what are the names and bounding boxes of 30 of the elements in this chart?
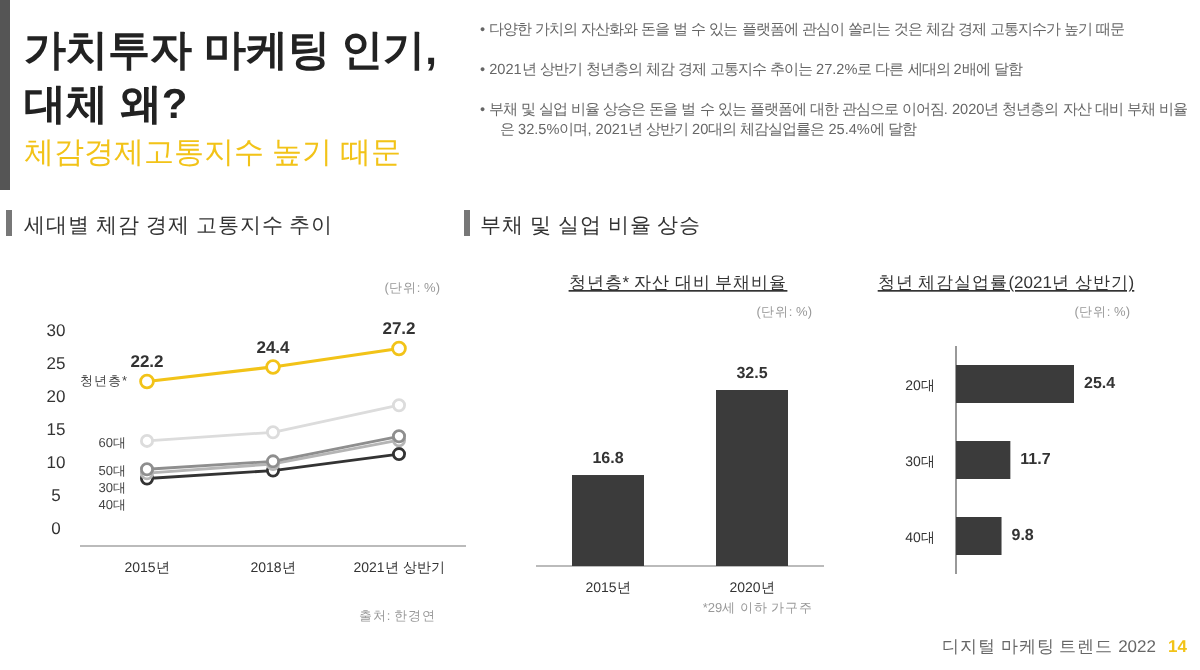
point <box>392 398 406 413</box>
y-tick-label: 20 <box>46 386 66 406</box>
y-tick-label: 15 <box>46 419 66 439</box>
y-tick-label: 5 <box>51 485 62 505</box>
point <box>140 433 154 448</box>
data-label: 32.5 <box>736 364 769 382</box>
point <box>392 447 406 462</box>
data-label: 25.4 <box>1084 374 1117 392</box>
text: 가치투자 마케팅 인기, 대체 왜? <box>24 26 440 132</box>
data-label: 16.8 <box>592 449 625 468</box>
data-label: 24.4 <box>256 336 291 357</box>
data-label: 22.2 <box>130 351 165 372</box>
y-tick-label: 10 <box>46 452 66 472</box>
point <box>139 373 155 390</box>
text: 체감경제고통지수 높기 때문 <box>24 134 401 172</box>
point <box>265 359 281 375</box>
data-label: 9.8 <box>1011 526 1035 544</box>
chart-title: 청년층* 자산 대비 부채비율 <box>568 272 788 292</box>
data-label: 27.2 <box>382 318 417 339</box>
point <box>391 340 407 357</box>
y-tick-label: 25 <box>46 353 66 373</box>
chart-title: 세대별 체감 경제 고통지수 추이 <box>24 214 334 238</box>
point <box>266 425 280 440</box>
y-tick-label: 30 <box>46 320 66 340</box>
data-label: 11.7 <box>1020 450 1052 468</box>
text: 14 <box>1168 636 1188 656</box>
text: 부채 및 실업 비율 상승 <box>480 214 702 238</box>
y-tick-label: 0 <box>51 518 62 538</box>
chart-title: 청년 체감실업률(2021년 상반기) <box>877 272 1135 292</box>
text: 디지털 마케팅 트렌드 2022 <box>942 636 1157 656</box>
